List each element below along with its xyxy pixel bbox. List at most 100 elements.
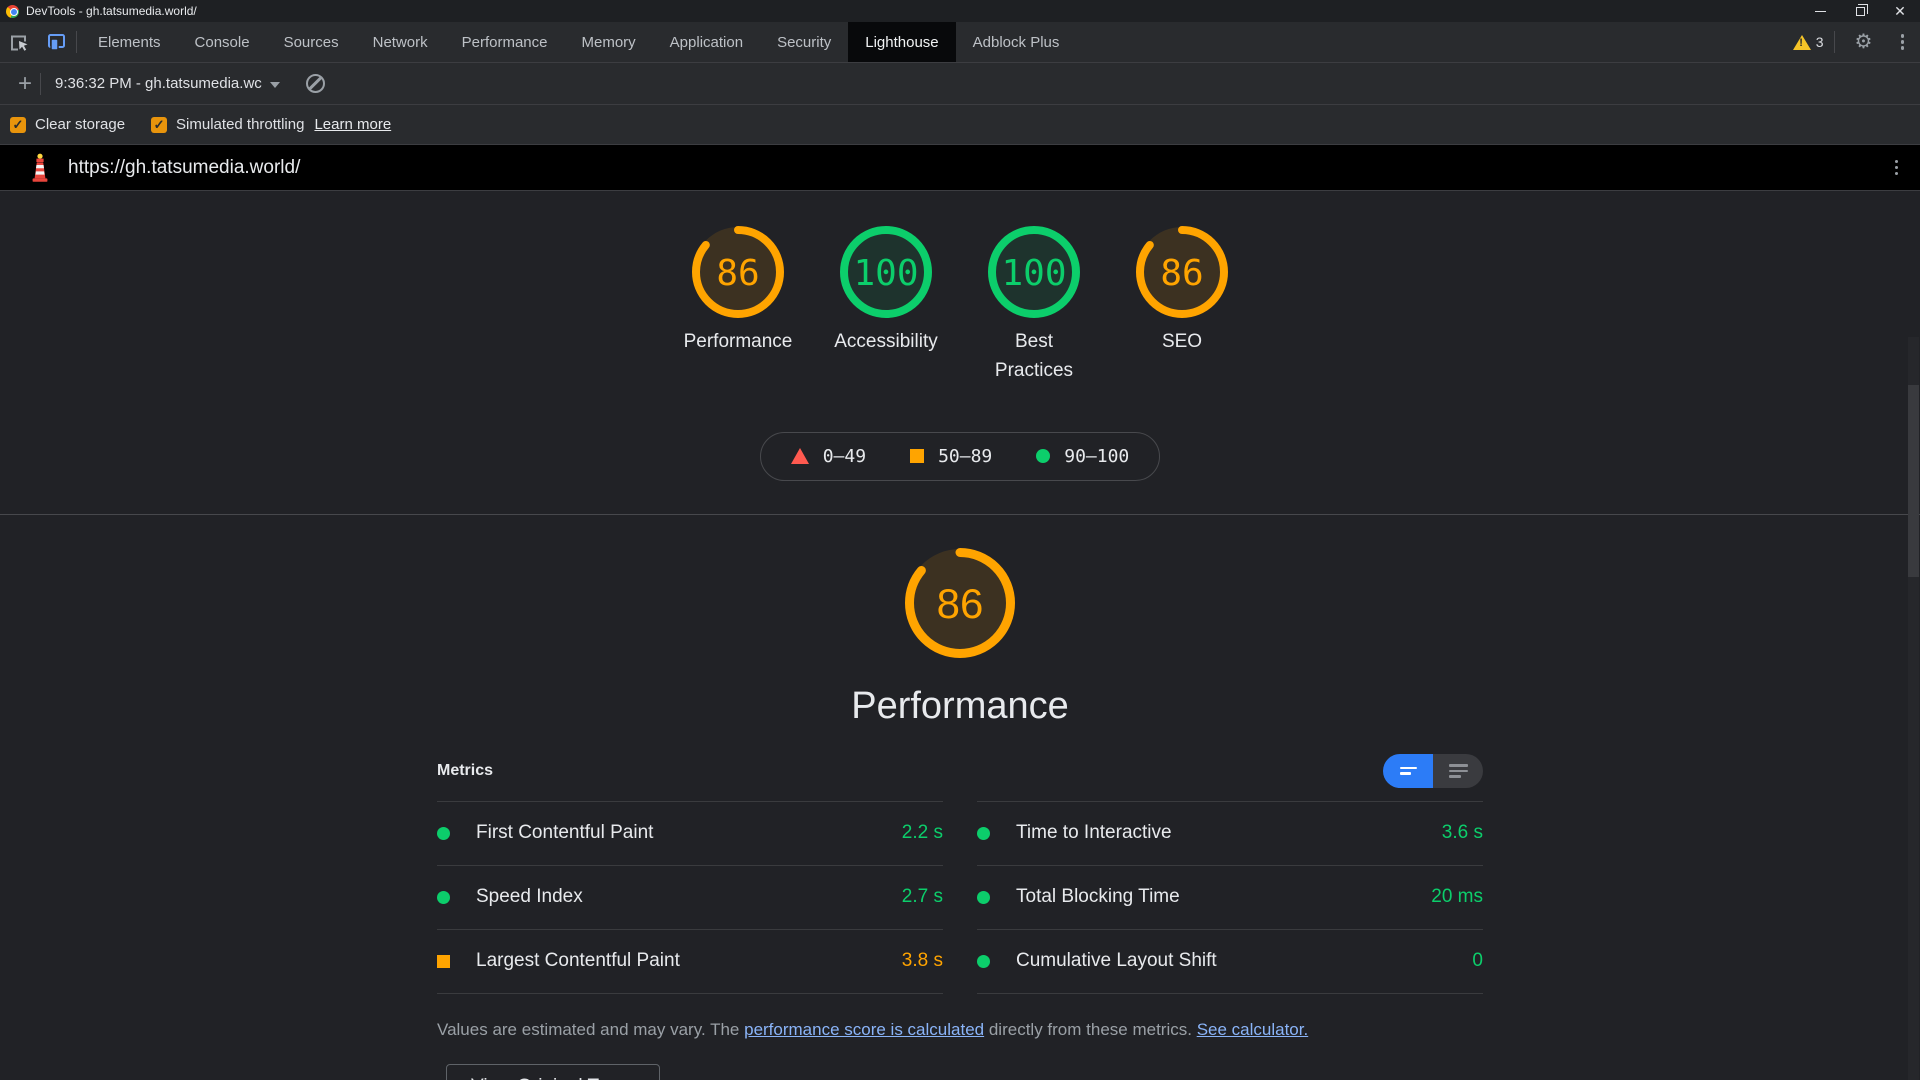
list-lines-icon bbox=[1448, 764, 1468, 767]
category-scores-row: 86 Performance 100 Accessibility 100 Bes… bbox=[0, 191, 1920, 386]
gauge-score: 100 bbox=[1001, 253, 1066, 294]
tab-memory[interactable]: Memory bbox=[581, 33, 636, 51]
view-original-trace-button[interactable]: View Original Trace bbox=[446, 1063, 661, 1080]
new-report-button[interactable]: + bbox=[17, 69, 32, 97]
metric-row-cumulative-layout-shift[interactable]: Cumulative Layout Shift 0 bbox=[977, 930, 1483, 994]
metric-value: 0 bbox=[1472, 950, 1483, 972]
restore-button[interactable] bbox=[1840, 0, 1880, 22]
devtools-tab-bar: Elements Console Sources Network Performance… bbox=[0, 22, 1920, 63]
checkbox-label: Clear storage bbox=[35, 116, 126, 133]
close-icon: ✕ bbox=[1894, 3, 1906, 19]
pass-circle-icon bbox=[437, 826, 450, 840]
pass-shape-icon bbox=[1036, 449, 1051, 464]
inspect-cursor-icon bbox=[11, 35, 28, 51]
list-lines-icon bbox=[1448, 775, 1461, 778]
performance-section-title: Performance bbox=[851, 684, 1069, 727]
list-lines-icon bbox=[1399, 766, 1417, 770]
metric-row-total-blocking-time[interactable]: Total Blocking Time 20 ms bbox=[977, 866, 1483, 930]
dot-icon bbox=[1900, 34, 1904, 38]
tab-application[interactable]: Application bbox=[669, 33, 744, 51]
metrics-view-toggle bbox=[1383, 753, 1483, 788]
toggle-device-toolbar-button[interactable] bbox=[38, 22, 76, 62]
score-gauge-best-practices[interactable]: 100 Best Practices bbox=[974, 226, 1094, 386]
gauge-score: 86 bbox=[716, 253, 759, 294]
report-select-value: 9:36:32 PM - gh.tatsumedia.wc bbox=[55, 75, 262, 92]
metric-label: Speed Index bbox=[476, 886, 583, 908]
tab-network[interactable]: Network bbox=[372, 33, 428, 51]
clear-reports-button[interactable] bbox=[305, 74, 325, 93]
tab-lighthouse[interactable]: Lighthouse bbox=[848, 22, 956, 62]
metric-row-speed-index[interactable]: Speed Index 2.7 s bbox=[437, 866, 943, 930]
checkbox-clear-storage[interactable]: ✓ Clear storage bbox=[10, 116, 125, 133]
legend-item-average: 50–89 bbox=[910, 446, 992, 467]
inspect-element-button[interactable] bbox=[0, 22, 38, 62]
learn-more-link[interactable]: Learn more bbox=[314, 116, 392, 133]
metric-value: 3.6 s bbox=[1441, 822, 1483, 844]
lighthouse-toolbar: + 9:36:32 PM - gh.tatsumedia.wc bbox=[0, 63, 1920, 105]
close-button[interactable]: ✕ bbox=[1880, 0, 1920, 22]
legend-item-pass: 90–100 bbox=[1036, 446, 1129, 467]
gauge-label: Performance bbox=[683, 331, 793, 352]
performance-score-gauge: 86 bbox=[905, 547, 1015, 663]
metric-row-largest-contentful-paint[interactable]: Largest Contentful Paint 3.8 s bbox=[437, 930, 943, 994]
toolbar-separator bbox=[76, 31, 77, 53]
panel-tabs: Elements Console Sources Network Performance… bbox=[81, 22, 1076, 62]
gauge-label: Accessibility bbox=[834, 331, 938, 352]
tab-elements[interactable]: Elements bbox=[98, 33, 161, 51]
dot-icon bbox=[1900, 40, 1904, 44]
tab-performance[interactable]: Performance bbox=[461, 33, 548, 51]
options-checkboxes: ✓ Clear storage ✓ Simulated throttling bbox=[10, 116, 304, 133]
tab-adblock-plus[interactable]: Adblock Plus bbox=[972, 33, 1060, 51]
gauge-score: 86 bbox=[937, 580, 984, 627]
tab-security[interactable]: Security bbox=[777, 33, 832, 51]
report-menu-button[interactable] bbox=[1887, 159, 1907, 176]
score-gauge-performance[interactable]: 86 Performance bbox=[678, 226, 798, 386]
metrics-condensed-view-button[interactable] bbox=[1383, 753, 1433, 788]
metric-row-first-contentful-paint[interactable]: First Contentful Paint 2.2 s bbox=[437, 802, 943, 866]
checkbox-simulated-throttling[interactable]: ✓ Simulated throttling bbox=[151, 116, 304, 133]
metrics-header: Metrics bbox=[437, 753, 1483, 788]
average-shape-icon bbox=[910, 449, 925, 464]
scrollbar-track[interactable] bbox=[1908, 337, 1919, 1080]
score-calculated-link[interactable]: performance score is calculated bbox=[744, 1019, 985, 1039]
footnote-text: Values are estimated and may vary. The bbox=[437, 1019, 745, 1039]
window-controls: ✕ bbox=[1800, 0, 1920, 22]
minimize-button[interactable] bbox=[1800, 0, 1840, 22]
gauge-ring: 86 bbox=[1136, 226, 1228, 318]
metric-value: 2.7 s bbox=[901, 886, 943, 908]
tab-console[interactable]: Console bbox=[194, 33, 250, 51]
performance-section-header: 86 Performance bbox=[0, 515, 1920, 728]
settings-button[interactable]: ⚙ bbox=[1845, 32, 1883, 52]
checked-checkbox-icon: ✓ bbox=[151, 116, 168, 133]
lighthouse-logo-icon bbox=[32, 153, 48, 182]
fail-shape-icon bbox=[790, 448, 809, 465]
metrics-column-right: Time to Interactive 3.6 s Total Blocking… bbox=[977, 800, 1483, 994]
see-calculator-link[interactable]: See calculator. bbox=[1196, 1019, 1309, 1039]
gear-icon: ⚙ bbox=[1854, 31, 1873, 53]
score-gauge-accessibility[interactable]: 100 Accessibility bbox=[826, 226, 946, 386]
metric-row-time-to-interactive[interactable]: Time to Interactive 3.6 s bbox=[977, 802, 1483, 866]
score-scale-legend: 0–49 50–89 90–100 bbox=[759, 431, 1161, 481]
dot-icon bbox=[1900, 46, 1904, 50]
metric-label: First Contentful Paint bbox=[476, 822, 654, 844]
checkbox-label: Simulated throttling bbox=[176, 116, 305, 133]
gauge-score: 86 bbox=[1160, 253, 1203, 294]
gauge-score: 100 bbox=[853, 253, 918, 294]
lighthouse-report: 86 Performance 100 Accessibility 100 Bes… bbox=[0, 191, 1920, 1080]
issues-warning-button[interactable]: 3 bbox=[1792, 34, 1824, 50]
metrics-expanded-view-button[interactable] bbox=[1433, 753, 1483, 788]
metric-value: 3.8 s bbox=[901, 950, 943, 972]
restore-icon bbox=[1855, 3, 1868, 16]
dot-icon bbox=[1894, 165, 1898, 170]
checked-checkbox-icon: ✓ bbox=[10, 116, 26, 133]
metric-label: Time to Interactive bbox=[1016, 822, 1172, 844]
section-divider bbox=[0, 513, 1920, 515]
tab-bar-right-actions: 3 ⚙ bbox=[1792, 22, 1920, 62]
devtools-menu-button[interactable] bbox=[1893, 34, 1913, 50]
score-gauge-seo[interactable]: 86 SEO bbox=[1122, 226, 1242, 386]
legend-item-fail: 0–49 bbox=[790, 446, 866, 467]
scrollbar-thumb[interactable] bbox=[1908, 385, 1919, 577]
tab-sources[interactable]: Sources bbox=[283, 33, 339, 51]
report-select-dropdown[interactable]: 9:36:32 PM - gh.tatsumedia.wc bbox=[55, 75, 280, 92]
gauge-ring: 86 bbox=[905, 547, 1015, 658]
